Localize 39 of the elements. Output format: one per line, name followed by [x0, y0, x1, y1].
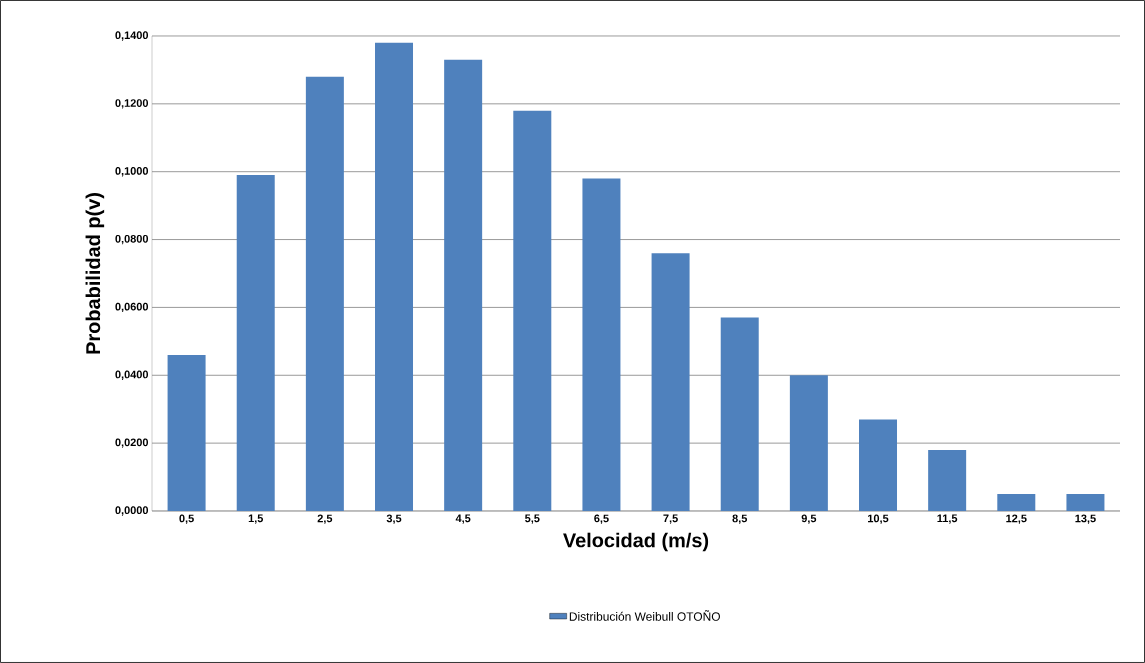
bar [167, 354, 206, 511]
bar [305, 76, 344, 511]
x-tick-label: 3,5 [386, 514, 402, 524]
bar [997, 494, 1036, 511]
x-tick-label: 13,5 [1075, 514, 1096, 524]
legend-label: Distribución Weibull OTOÑO [569, 610, 720, 621]
bar [444, 59, 483, 511]
x-tick-label: 0,5 [179, 514, 194, 524]
x-tick-label: 5,5 [525, 514, 540, 524]
bar [1066, 494, 1105, 511]
bar [513, 110, 552, 511]
bar [859, 419, 898, 511]
bar [789, 375, 828, 511]
x-tick-label: 1,5 [248, 514, 264, 524]
y-tick-label: 0,1200 [115, 99, 149, 109]
y-tick-label: 0,1400 [115, 31, 149, 41]
x-tick-label: 6,5 [594, 514, 609, 524]
y-tick-label: 0,0600 [115, 302, 149, 313]
y-tick-label: 0,1000 [115, 167, 149, 177]
x-tick-label: 11,5 [937, 514, 958, 524]
x-tick-label: 12,5 [1006, 514, 1027, 524]
bar [651, 253, 690, 511]
y-axis-title: Probabilidad p(v) [85, 193, 105, 354]
x-tick-label: 4,5 [455, 514, 471, 524]
x-tick-label: 7,5 [663, 514, 678, 524]
bar [720, 317, 759, 511]
x-tick-label: 8,5 [732, 514, 748, 524]
bar [236, 175, 275, 511]
bar [928, 449, 967, 511]
bar [375, 42, 414, 511]
y-tick-label: 0,0200 [115, 438, 149, 448]
bar [582, 178, 621, 511]
x-axis-title: Velocidad (m/s) [563, 532, 709, 552]
x-tick-label: 9,5 [801, 514, 817, 524]
x-tick-label: 10,5 [868, 514, 889, 524]
y-tick-label: 0,0400 [115, 370, 149, 380]
y-tick-label: 0,0800 [115, 234, 149, 245]
y-tick-label: 0,0000 [115, 506, 149, 516]
x-tick-label: 2,5 [317, 514, 333, 524]
